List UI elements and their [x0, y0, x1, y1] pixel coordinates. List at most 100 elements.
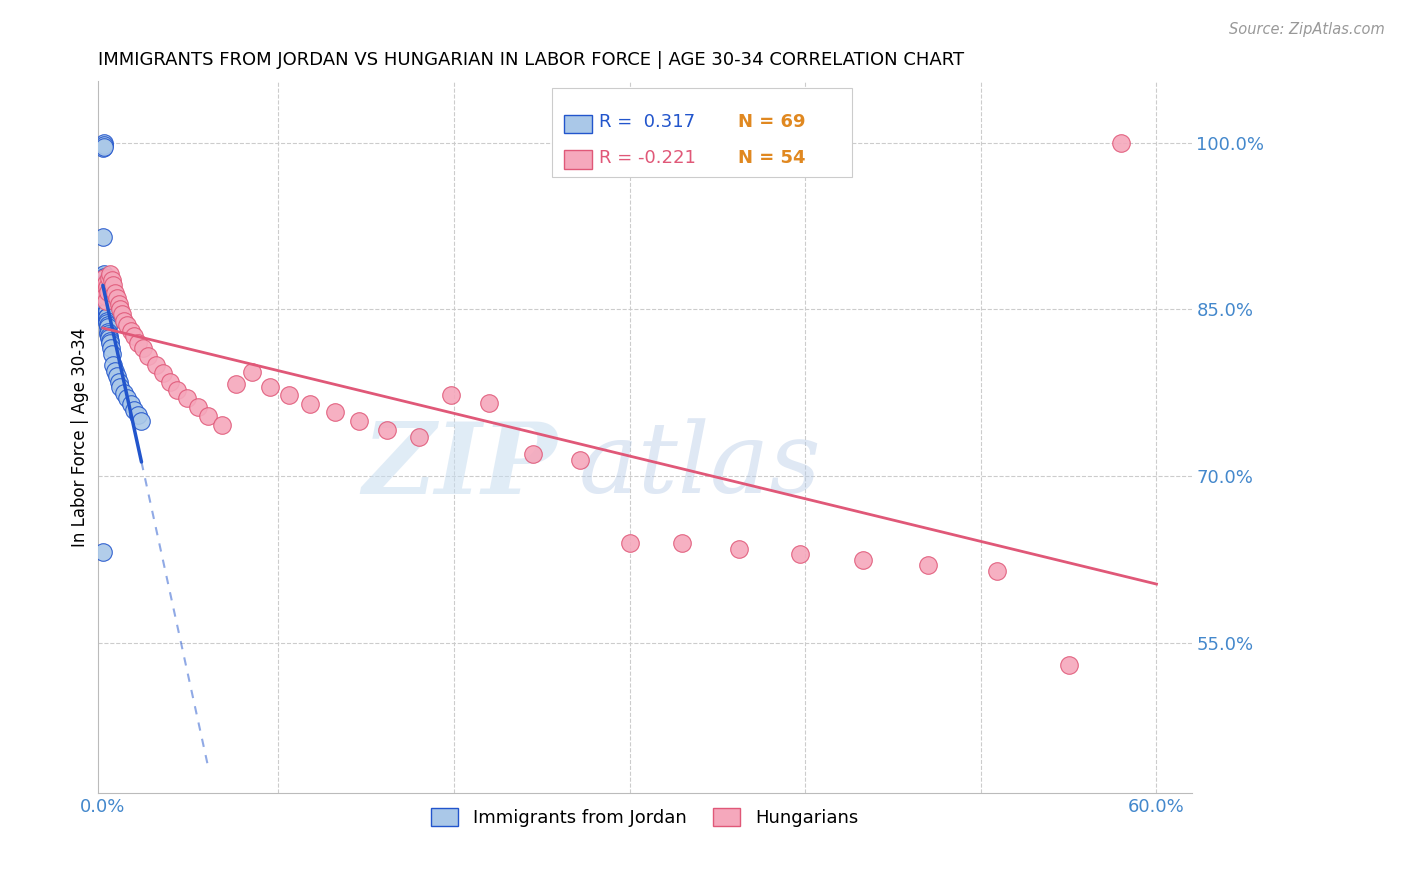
Point	[94, 295, 117, 310]
Point	[93, 280, 115, 294]
Point	[97, 318, 120, 332]
Point	[1057, 658, 1080, 673]
FancyBboxPatch shape	[564, 151, 592, 169]
Point	[852, 552, 875, 566]
Point	[127, 408, 149, 422]
Point	[94, 297, 117, 311]
Point	[166, 383, 188, 397]
Point	[225, 376, 247, 391]
Point	[619, 536, 641, 550]
Point	[96, 306, 118, 320]
Point	[197, 409, 219, 424]
Point	[93, 268, 115, 283]
Point	[104, 363, 127, 377]
Point	[112, 385, 135, 400]
Point	[105, 291, 128, 305]
Point	[100, 347, 122, 361]
Point	[96, 310, 118, 325]
Point	[94, 298, 117, 312]
Point	[240, 365, 263, 379]
Point	[97, 320, 120, 334]
Point	[96, 304, 118, 318]
Point	[97, 325, 120, 339]
Point	[98, 334, 121, 348]
Point	[93, 271, 115, 285]
Point	[569, 452, 592, 467]
Point	[107, 297, 129, 311]
Point	[439, 388, 461, 402]
Text: ZIP: ZIP	[363, 417, 557, 514]
Point	[94, 290, 117, 304]
Point	[131, 414, 153, 428]
Point	[94, 293, 117, 308]
Point	[299, 397, 322, 411]
Point	[110, 380, 132, 394]
Point	[94, 293, 117, 307]
Point	[94, 293, 117, 308]
Text: Source: ZipAtlas.com: Source: ZipAtlas.com	[1229, 22, 1385, 37]
Point	[176, 392, 198, 406]
Text: R = -0.221: R = -0.221	[599, 149, 696, 167]
Point	[986, 564, 1008, 578]
Point	[120, 324, 142, 338]
Point	[93, 267, 115, 281]
Y-axis label: In Labor Force | Age 30-34: In Labor Force | Age 30-34	[72, 327, 89, 547]
Point	[727, 541, 749, 556]
Point	[100, 342, 122, 356]
Point	[93, 288, 115, 302]
Point	[96, 313, 118, 327]
Point	[117, 392, 139, 406]
Point	[96, 276, 118, 290]
Point	[96, 308, 118, 322]
Point	[145, 358, 167, 372]
Text: atlas: atlas	[579, 418, 821, 514]
Point	[522, 447, 544, 461]
Text: R =  0.317: R = 0.317	[599, 113, 695, 131]
Point	[96, 303, 118, 318]
Point	[94, 289, 117, 303]
Point	[110, 302, 132, 317]
Text: N = 69: N = 69	[738, 113, 806, 131]
Text: IMMIGRANTS FROM JORDAN VS HUNGARIAN IN LABOR FORCE | AGE 30-34 CORRELATION CHART: IMMIGRANTS FROM JORDAN VS HUNGARIAN IN L…	[97, 51, 963, 69]
FancyBboxPatch shape	[551, 88, 852, 178]
Point	[93, 270, 115, 285]
Point	[93, 137, 115, 152]
Point	[127, 335, 149, 350]
Point	[93, 284, 115, 298]
Point	[93, 140, 115, 154]
Point	[138, 349, 160, 363]
Point	[96, 316, 118, 330]
Point	[93, 136, 115, 150]
Point	[93, 230, 115, 244]
Point	[93, 271, 115, 285]
Point	[478, 396, 501, 410]
Point	[323, 405, 346, 419]
Point	[124, 402, 146, 417]
Point	[94, 293, 117, 308]
Point	[94, 300, 117, 314]
Point	[93, 275, 115, 289]
Point	[91, 277, 114, 291]
Point	[96, 310, 118, 325]
Legend: Immigrants from Jordan, Hungarians: Immigrants from Jordan, Hungarians	[423, 800, 865, 834]
Point	[93, 285, 115, 300]
Point	[132, 342, 155, 356]
Point	[408, 430, 430, 444]
Point	[671, 536, 693, 550]
Point	[98, 271, 121, 285]
Point	[278, 388, 301, 402]
Point	[103, 277, 125, 292]
Point	[112, 313, 135, 327]
Point	[93, 281, 115, 295]
Point	[97, 285, 120, 299]
Point	[94, 302, 117, 317]
Point	[94, 286, 117, 301]
Point	[259, 380, 281, 394]
Point	[187, 401, 209, 415]
Text: N = 54: N = 54	[738, 149, 806, 167]
Point	[100, 273, 122, 287]
Point	[103, 358, 125, 372]
Point	[152, 366, 174, 380]
Point	[347, 414, 370, 428]
Point	[96, 280, 118, 294]
